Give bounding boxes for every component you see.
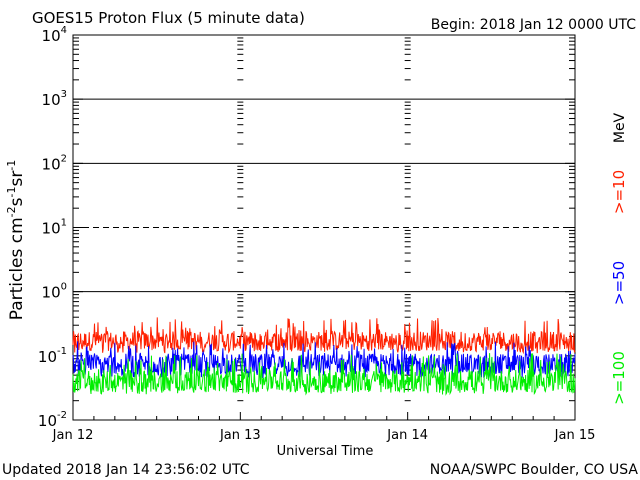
begin-label: Begin: 2018 Jan 12 0000 UTC	[431, 17, 636, 33]
x-tick-label: Jan 15	[554, 428, 596, 443]
legend-ge100: >=100	[610, 351, 628, 405]
unit-label: MeV	[612, 112, 628, 143]
y-tick-label: 100	[42, 282, 67, 302]
y-tick-label: 102	[42, 153, 67, 173]
y-axis-label-sup2: -1	[5, 187, 18, 198]
y-tick-label: 104	[42, 25, 67, 45]
y-tick-labels: 10-2 10-1 100 101 102 103 104	[38, 25, 67, 430]
legend-ge50: >=50	[610, 261, 628, 305]
y-axis-label-mid1: s	[7, 197, 27, 206]
y-tick-label: 103	[42, 89, 67, 109]
y-axis-label: Particles cm-2s-1sr-1	[5, 160, 27, 321]
x-tick-label: Jan 12	[52, 428, 94, 443]
legend-ge10: >=10	[610, 170, 628, 214]
y-axis-label-sup1: -2	[5, 206, 18, 217]
series-line-0	[72, 317, 576, 355]
x-axis-label: Universal Time	[277, 444, 374, 459]
chart-title: GOES15 Proton Flux (5 minute data)	[32, 9, 305, 27]
y-axis-label-sup3: -1	[5, 160, 18, 171]
y-tick-label: 10-2	[38, 410, 67, 430]
credit-label: NOAA/SWPC Boulder, CO USA	[430, 462, 639, 478]
series-line-2	[72, 353, 576, 396]
x-tick-label: Jan 14	[386, 428, 428, 443]
y-axis-label-main: Particles cm	[7, 217, 27, 320]
x-tick-label: Jan 13	[219, 428, 261, 443]
y-tick-label: 10-1	[38, 346, 67, 366]
y-tick-label: 101	[42, 218, 67, 238]
series-group	[72, 317, 576, 396]
plot-area	[72, 34, 576, 421]
x-tick-labels: Jan 12 Jan 13 Jan 14 Jan 15	[52, 428, 596, 443]
updated-label: Updated 2018 Jan 14 23:56:02 UTC	[2, 462, 250, 478]
y-axis-label-mid2: sr	[7, 171, 27, 187]
